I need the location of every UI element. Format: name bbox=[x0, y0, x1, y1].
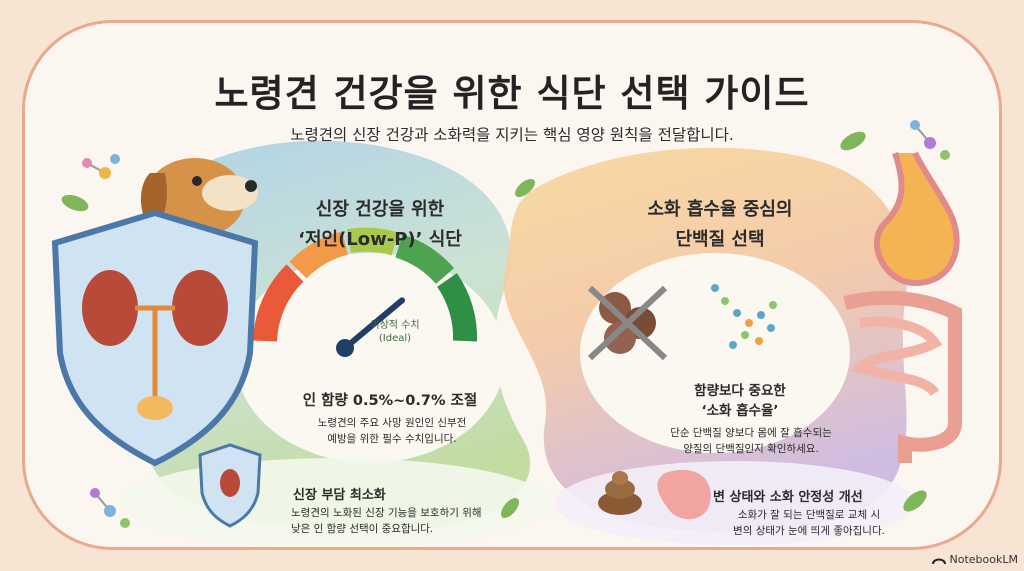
absorb-desc-line2: 양질의 단백질인지 확인하세요. bbox=[683, 443, 819, 455]
leaf-icon bbox=[515, 179, 535, 197]
absorb-line2: ‘소화 흡수율’ bbox=[701, 403, 779, 419]
stool-desc-line2: 변의 상태가 눈에 띄게 좋아집니다. bbox=[733, 525, 885, 537]
infographic-frame: 노령견 건강을 위한 식단 선택 가이드 노령견의 신장 건강과 소화력을 지키… bbox=[22, 20, 1002, 550]
leaf-icon bbox=[61, 194, 89, 212]
phosphorus-description: 노령견의 주요 사망 원인인 신부전 예방을 위한 필수 수치입니다. bbox=[287, 415, 497, 447]
absorb-line1: 함량보다 중요한 bbox=[694, 383, 786, 399]
left-heading-line1: 신장 건강을 위한 bbox=[315, 199, 445, 220]
brand-label: NotebookLM bbox=[949, 553, 1018, 566]
leaf-icon bbox=[903, 490, 927, 512]
gauge-label-line1: 이상적 수치 bbox=[370, 320, 420, 331]
stool-title: 변 상태와 소화 안정성 개선 bbox=[713, 490, 863, 505]
right-heading: 소화 흡수율 중심의 단백질 선택 bbox=[585, 195, 855, 255]
phosphorus-desc-line2: 예방을 위한 필수 수치입니다. bbox=[327, 433, 457, 445]
leaf-icon bbox=[840, 131, 866, 151]
gauge-label-line2: (Ideal) bbox=[378, 333, 412, 344]
stool-description: 소화가 잘 되는 단백질로 교체 시 변의 상태가 눈에 띄게 좋아집니다. bbox=[719, 507, 899, 539]
notebooklm-icon bbox=[931, 558, 946, 564]
kidney-desc-line1: 노령견의 노화된 신장 기능을 보호하기 위해 bbox=[291, 507, 482, 519]
absorption-description: 단순 단백질 양보다 몸에 잘 흡수되는 양질의 단백질인지 확인하세요. bbox=[635, 425, 867, 457]
phosphorus-desc-line1: 노령견의 주요 사망 원인인 신부전 bbox=[317, 417, 467, 429]
shield-kidney-icon bbox=[51, 209, 259, 467]
right-heading-line2: 단백질 선택 bbox=[675, 229, 765, 250]
kidney-title: 신장 부담 최소화 bbox=[293, 488, 386, 503]
gauge-card bbox=[235, 253, 505, 463]
gauge-label: 이상적 수치 (Ideal) bbox=[355, 319, 435, 345]
phosphorus-range: 인 함량 0.5%~0.7% 조절 bbox=[302, 393, 478, 409]
molecule-icon bbox=[910, 120, 950, 160]
stool-card bbox=[555, 461, 915, 545]
amino-chain-icon bbox=[711, 284, 777, 349]
leaf-icon bbox=[501, 498, 519, 518]
kidney-desc-line2: 낮은 인 함량 선택이 중요합니다. bbox=[291, 523, 434, 535]
digestive-tract-icon bbox=[843, 151, 962, 463]
absorb-desc-line1: 단순 단백질 양보다 몸에 잘 흡수되는 bbox=[670, 427, 832, 439]
left-heading-line2: ‘저인(Low-P)’ 식단 bbox=[298, 229, 462, 250]
small-shield-kidney-icon bbox=[198, 443, 262, 528]
poop-icon bbox=[598, 471, 642, 515]
stomach-icon bbox=[657, 469, 711, 520]
left-heading: 신장 건강을 위한 ‘저인(Low-P)’ 식단 bbox=[275, 195, 485, 255]
gauge-needle bbox=[336, 297, 406, 357]
stool-desc-line1: 소화가 잘 되는 단백질로 교체 시 bbox=[737, 509, 881, 521]
right-heading-line1: 소화 흡수율 중심의 bbox=[647, 199, 793, 220]
page-subtitle: 노령견의 신장 건강과 소화력을 지키는 핵심 영양 원칙을 전달합니다. bbox=[290, 126, 734, 144]
crossed-kibble-icon bbox=[587, 285, 668, 361]
background-shapes bbox=[51, 120, 962, 547]
page-title: 노령견 건강을 위한 식단 선택 가이드 bbox=[214, 72, 810, 115]
gauge-icon bbox=[253, 227, 478, 357]
molecule-icon bbox=[90, 488, 130, 528]
brand-watermark: NotebookLM bbox=[931, 553, 1018, 566]
absorption-heading: 함량보다 중요한 ‘소화 흡수율’ bbox=[655, 381, 825, 421]
molecule-icon bbox=[82, 154, 120, 179]
kidney-description: 노령견의 노화된 신장 기능을 보호하기 위해 낮은 인 함량 선택이 중요합니… bbox=[291, 505, 551, 537]
